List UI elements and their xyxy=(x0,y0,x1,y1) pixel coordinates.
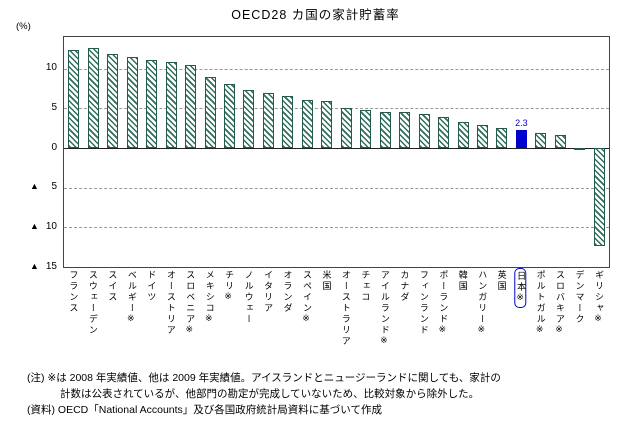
x-label: チェコ xyxy=(360,270,371,303)
y-tick-label: 5 xyxy=(51,101,57,113)
x-label: スイス xyxy=(107,270,118,303)
x-label: ノルウェー xyxy=(243,270,254,325)
y-tick-label: ▲ 15 xyxy=(30,260,57,272)
bar xyxy=(185,64,196,149)
x-label: ベルギー※ xyxy=(126,270,137,326)
x-label: カナダ xyxy=(399,270,410,303)
zero-axis-line xyxy=(64,148,609,149)
bar xyxy=(321,101,333,148)
negative-triangle-marker: ▲ xyxy=(30,260,39,271)
bar xyxy=(68,49,80,148)
x-label: 英国 xyxy=(496,270,507,292)
bar xyxy=(165,61,177,148)
bar xyxy=(457,121,469,149)
bar xyxy=(262,93,274,148)
x-label: ポーランド※ xyxy=(438,270,449,337)
gridline xyxy=(64,227,609,229)
x-label-japan: 日本※ xyxy=(514,268,527,308)
x-label: デンマーク xyxy=(574,270,585,325)
japan-value-label: 2.3 xyxy=(515,117,528,128)
note-line: 計数は公表されているが、他部門の勘定が完成していないため、比較対象から除外した。 xyxy=(60,387,480,400)
x-label: 米国 xyxy=(321,270,332,292)
gridline xyxy=(64,187,609,189)
x-label: ハンガリー※ xyxy=(477,270,488,337)
x-label: オランダ xyxy=(282,270,293,314)
chart-title: OECD28 カ国の家計貯蓄率 xyxy=(231,8,400,22)
bar xyxy=(340,108,352,149)
y-tick-label: ▲ 10 xyxy=(30,220,57,232)
bar xyxy=(301,100,313,148)
bar xyxy=(477,125,488,148)
x-label: オーストラリア xyxy=(340,270,351,347)
x-label: チリ※ xyxy=(224,270,235,304)
bar xyxy=(593,148,605,246)
y-tick-label: ▲ 5 xyxy=(30,181,57,193)
bar xyxy=(438,117,450,148)
bar xyxy=(399,112,411,148)
bar xyxy=(126,56,138,148)
gridline xyxy=(64,108,609,110)
bar xyxy=(496,128,508,148)
x-label: メキシコ※ xyxy=(204,270,215,326)
y-axis-unit-label: (%) xyxy=(16,21,31,32)
bar xyxy=(574,148,586,151)
x-label: フランス xyxy=(68,270,79,314)
bar xyxy=(418,113,430,148)
x-label: 韓国 xyxy=(457,270,468,292)
bar xyxy=(87,48,99,148)
x-label: ギリシャ※ xyxy=(594,270,605,326)
y-tick-label: 0 xyxy=(51,141,57,153)
notes: (注) ※は 2008 年実績値、他は 2009 年実績値。アイスランドとニュー… xyxy=(27,371,627,418)
bar xyxy=(535,133,547,149)
x-label: イタリア xyxy=(263,270,274,314)
x-label: フィンランド xyxy=(418,270,429,336)
negative-triangle-marker: ▲ xyxy=(30,181,39,192)
bar xyxy=(146,60,158,148)
x-label: スウェーデン xyxy=(87,270,98,336)
bar xyxy=(379,111,391,149)
note-line: (注) ※は 2008 年実績値、他は 2009 年実績値。アイスランドとニュー… xyxy=(27,372,501,384)
x-label: アイルランド※ xyxy=(379,270,390,348)
gridline xyxy=(64,68,609,70)
x-label: スロベニア※ xyxy=(185,270,196,337)
x-label: スロバキア※ xyxy=(555,270,566,337)
bar xyxy=(554,135,566,148)
bar xyxy=(204,77,216,148)
bar xyxy=(243,90,255,148)
x-label: スペイン※ xyxy=(302,270,313,326)
bar-japan-highlight xyxy=(515,129,527,148)
x-label: ドイツ xyxy=(146,270,157,303)
y-tick-label: 10 xyxy=(45,62,57,74)
note-line: (資料) OECD「National Accounts」及び各国政府統計局資料に… xyxy=(27,403,382,416)
x-axis-labels: フランス スウェーデン スイス ベルギー※ ドイツ オーストリア スロベニア※ メキシコ※ チリ… xyxy=(63,268,608,372)
bar xyxy=(360,110,372,149)
x-label: ポルトガル※ xyxy=(535,270,546,337)
x-label: オーストリア xyxy=(165,270,176,336)
bar xyxy=(223,83,235,148)
plot-area: 2.3 xyxy=(63,36,610,268)
bar xyxy=(282,95,294,148)
bar xyxy=(107,53,119,149)
negative-triangle-marker: ▲ xyxy=(30,220,39,231)
